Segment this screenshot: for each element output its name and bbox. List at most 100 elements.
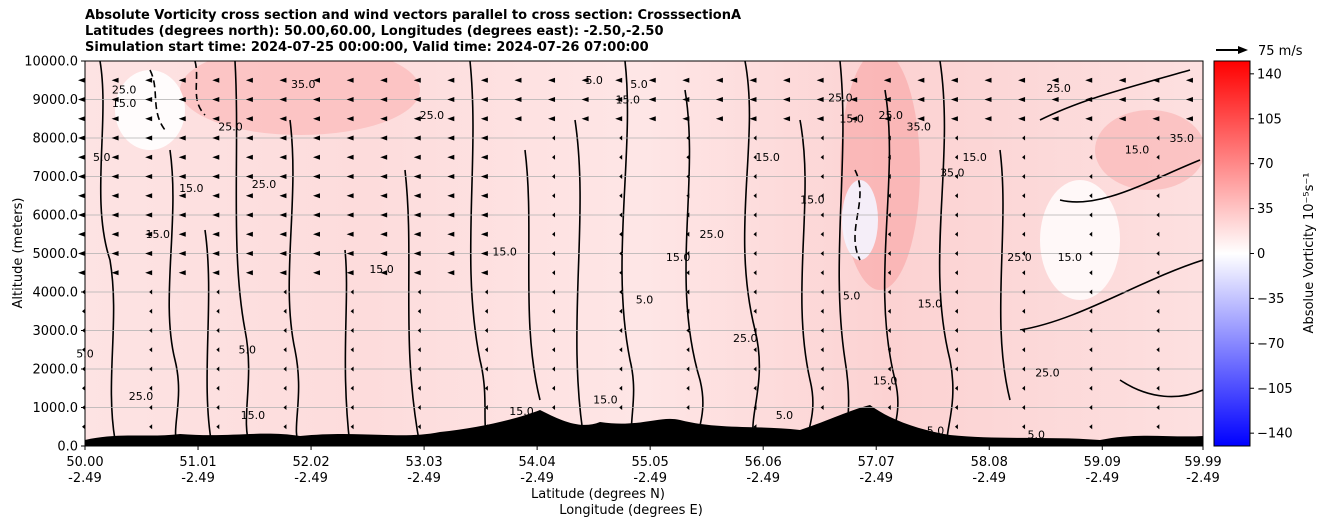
wind-vector: [1051, 97, 1059, 102]
wind-vector: [279, 231, 287, 237]
contour-labels: 25.05.015.015.015.035.025.025.025.015.05…: [76, 74, 1194, 441]
wind-vector: [145, 231, 153, 237]
wind-vector: [1085, 77, 1093, 83]
wind-vector: [552, 347, 556, 353]
wind-vector: [753, 308, 757, 314]
wind-vector: [619, 347, 623, 353]
wind-vector: [380, 251, 388, 256]
wind-vector: [111, 251, 119, 256]
colorbar-tick-label: 70: [1257, 157, 1274, 172]
wind-vector: [820, 135, 824, 141]
wind-vector: [447, 193, 455, 199]
wind-vector: [484, 385, 488, 391]
wind-vector: [619, 231, 623, 237]
contour-label: 15.0: [666, 251, 691, 264]
wind-vector: [212, 174, 220, 179]
wind-vector: [283, 424, 287, 430]
wind-vector: [82, 385, 85, 391]
x-tick-label-latitude: 50.00: [66, 455, 103, 470]
wind-vector: [78, 77, 85, 83]
wind-vector: [619, 385, 623, 391]
wind-vector: [619, 174, 623, 179]
wind-vector: [212, 270, 220, 276]
wind-vector: [1156, 231, 1160, 237]
wind-vector: [346, 231, 354, 237]
wind-vector: [1156, 405, 1160, 410]
wind-vector: [1022, 251, 1026, 256]
x-tick-label-latitude: 56.06: [745, 455, 782, 470]
wind-vector: [954, 328, 958, 333]
wind-vector: [313, 193, 321, 199]
wind-vector: [1089, 424, 1093, 430]
wind-vector: [715, 77, 723, 83]
colorbar: 140 105 70 35 0 −35 −70 −105 −140 Absolue Vortic…: [1213, 60, 1317, 447]
colorbar-tick-label: 140: [1257, 67, 1282, 82]
wind-vector: [648, 116, 656, 122]
wind-vector: [753, 251, 757, 256]
wind-vector: [413, 97, 421, 102]
wind-vector: [346, 270, 354, 276]
wind-vector: [1089, 174, 1093, 179]
wind-vector: [346, 212, 354, 218]
wind-vector: [820, 385, 824, 391]
wind-vector: [820, 308, 824, 314]
wind-vector: [887, 289, 891, 295]
wind-vector: [216, 424, 220, 430]
y-axis: 0.0 1000.0 2000.0 3000.0 4000.0 5000.0 6000.0 7…: [24, 55, 85, 455]
wind-vector: [216, 385, 220, 391]
wind-vector: [887, 154, 891, 160]
wind-vector: [682, 97, 690, 102]
y-tick-label: 6000.0: [33, 209, 79, 224]
wind-vector: [417, 347, 421, 353]
wind-vector: [954, 366, 958, 372]
wind-vector: [648, 97, 656, 102]
wind-vector: [984, 116, 992, 122]
wind-vector: [686, 135, 690, 141]
wind-vector: [552, 212, 556, 218]
wind-vector: [619, 328, 623, 333]
wind-vector: [380, 135, 388, 141]
wind-vector: [480, 77, 488, 83]
wind-vector: [619, 135, 623, 141]
colorbar-tick-label: −35: [1257, 292, 1284, 307]
wind-vector: [552, 193, 556, 199]
wind-vector: [1118, 116, 1126, 122]
wind-vector: [178, 251, 186, 256]
x-tick-label-longitude: -2.49: [859, 471, 893, 486]
wind-vector: [783, 77, 791, 83]
wind-vector: [1022, 424, 1026, 430]
wind-vector: [1089, 308, 1093, 314]
colorbar-gradient: [1213, 60, 1251, 447]
wind-vector: [350, 289, 354, 295]
wind-vector: [887, 366, 891, 372]
wind-vector: [686, 308, 690, 314]
wind-vector: [480, 154, 488, 160]
wind-vector: [111, 77, 119, 83]
wind-vector: [850, 97, 858, 102]
wind-vector: [1118, 97, 1126, 102]
wind-vector: [212, 97, 220, 102]
contour-label: 25.0: [879, 109, 904, 122]
wind-vector: [1156, 289, 1160, 295]
wind-vector: [954, 308, 958, 314]
wind-vector: [346, 174, 354, 179]
wind-vector: [350, 308, 354, 314]
wind-vector: [715, 116, 723, 122]
wind-vector: [1156, 193, 1160, 199]
wind-vector: [82, 347, 85, 353]
contour-label: 25.0: [129, 390, 154, 403]
contour-label: 5.0: [93, 151, 111, 164]
wind-vector: [619, 154, 623, 160]
wind-vector: [283, 405, 287, 410]
wind-vector: [279, 135, 287, 141]
wind-vector: [145, 174, 153, 179]
wind-vector: [887, 231, 891, 237]
wind-vector: [1022, 193, 1026, 199]
contour-label: 5.0: [1028, 428, 1046, 441]
wind-vector: [447, 116, 455, 122]
wind-vector: [850, 116, 858, 122]
wind-vector: [447, 231, 455, 237]
wind-vector: [950, 97, 958, 102]
wind-vector: [514, 97, 522, 102]
wind-vector: [1156, 366, 1160, 372]
